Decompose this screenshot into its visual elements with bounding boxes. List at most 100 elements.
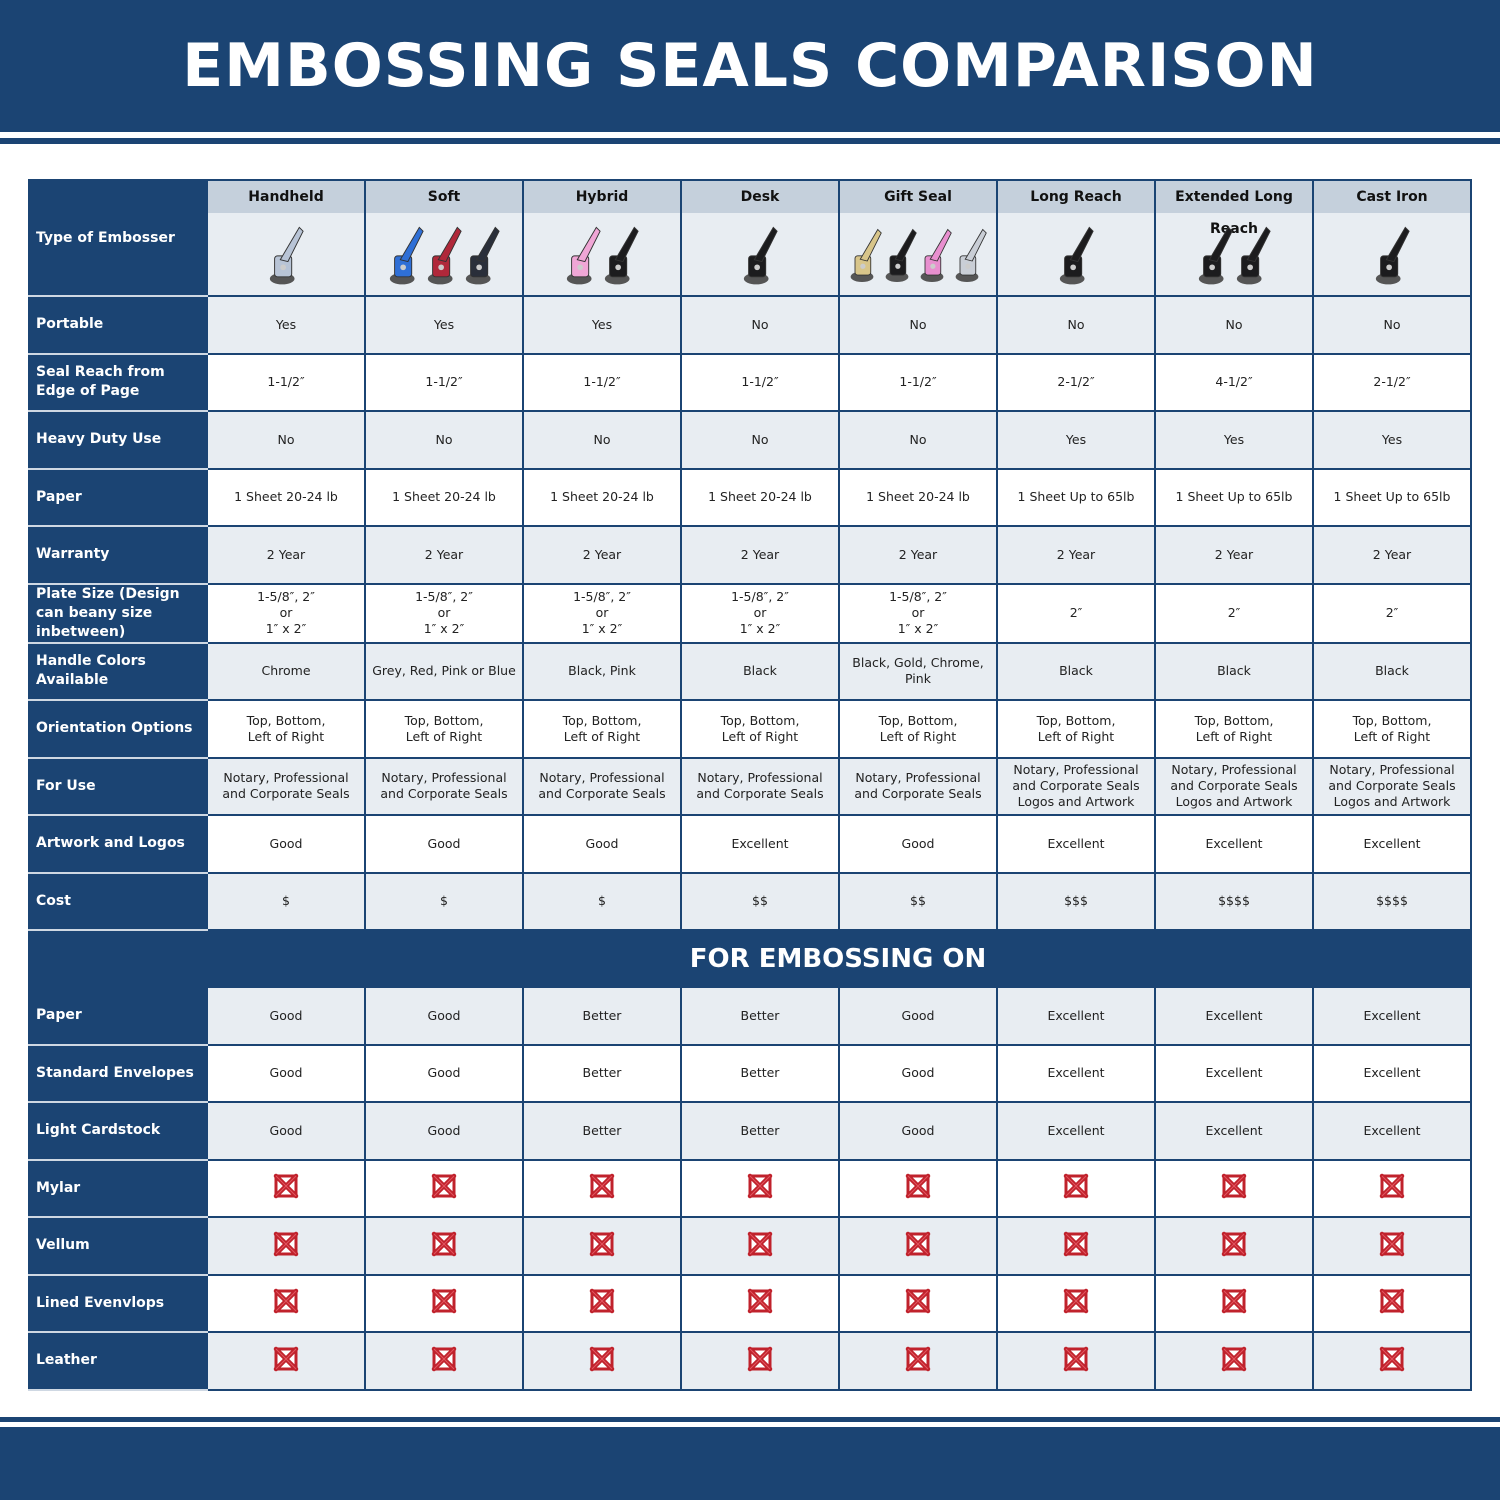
table-cell: 2 Year (680, 525, 840, 585)
product-image (682, 213, 838, 294)
x-mark-icon (206, 1216, 366, 1276)
table-cell: Notary, Professional and Corporate Seals (364, 756, 524, 816)
table-cell: Top, Bottom, Left of Right (838, 699, 998, 759)
table-cell: Good (364, 1101, 524, 1161)
embosser-image (1236, 226, 1271, 284)
table-cell: 1 Sheet Up to 65lb (996, 467, 1156, 527)
table-row: Cost $ $ $ $$ $$ $$$ $$$$ $$$$ (28, 871, 1472, 931)
table-cell: Top, Bottom, Left of Right (1154, 699, 1314, 759)
table-cell: No (838, 410, 998, 470)
table-cell: 1-1/2″ (522, 352, 682, 412)
table-cell: 2-1/2″ (996, 352, 1156, 412)
table-cell: 1-5/8″, 2″ or 1″ x 2″ (680, 582, 840, 644)
row-label: For Use (28, 756, 208, 816)
table-cell: 1-1/2″ (364, 352, 524, 412)
table-cell: Good (838, 814, 998, 874)
table-cell: Notary, Professional and Corporate Seals (522, 756, 682, 816)
table-cell: Yes (206, 295, 366, 355)
table-cell: $ (364, 871, 524, 931)
table-cell: 1 Sheet Up to 65lb (1154, 467, 1314, 527)
table-cell: No (680, 410, 840, 470)
table-cell: Good (838, 1101, 998, 1161)
table-row: Warranty 2 Year 2 Year 2 Year 2 Year 2 Year 2 … (28, 525, 1472, 585)
table-cell: 4-1/2″ (1154, 352, 1314, 412)
table-cell: $$ (680, 871, 840, 931)
x-mark-icon (1312, 1216, 1472, 1276)
table-row: Handle Colors Available Chrome Grey, Red, … (28, 641, 1472, 701)
row-label: Cost (28, 871, 208, 931)
x-mark-icon (1312, 1158, 1472, 1218)
section-title: FOR EMBOSSING ON (28, 929, 1472, 988)
product-column-header: Hybrid (522, 179, 682, 297)
table-cell: Black (1154, 641, 1314, 701)
embosser-image (389, 226, 424, 284)
table-cell: Better (522, 1043, 682, 1103)
table-cell: Black (1312, 641, 1472, 701)
table-cell: Better (522, 986, 682, 1046)
table-row: Paper 1 Sheet 20-24 lb 1 Sheet 20-24 lb 1 S… (28, 467, 1472, 527)
title-banner: EMBOSSING SEALS COMPARISON (0, 0, 1500, 132)
table-cell: 1 Sheet Up to 65lb (1312, 467, 1472, 527)
table-row: Leather (28, 1331, 1472, 1391)
table-cell: Better (680, 986, 840, 1046)
table-cell: Good (206, 814, 366, 874)
table-cell: Excellent (996, 814, 1156, 874)
x-mark-icon (680, 1158, 840, 1218)
table-cell: Black, Gold, Chrome, Pink (838, 641, 998, 701)
table-cell: Good (206, 1043, 366, 1103)
table-cell: 1 Sheet 20-24 lb (364, 467, 524, 527)
product-image (366, 213, 522, 294)
table-row: Paper Good Good Better Better Good Excellent Ex… (28, 986, 1472, 1046)
row-label: Portable (28, 295, 208, 355)
table-cell: Good (206, 986, 366, 1046)
x-mark-icon (996, 1158, 1156, 1218)
table-cell: 2″ (1154, 582, 1314, 644)
product-name: Extended Long Reach (1156, 181, 1312, 237)
row-label: Light Cardstock (28, 1101, 208, 1161)
product-name: Cast Iron (1314, 181, 1470, 213)
table-cell: Better (680, 1043, 840, 1103)
table-cell: Top, Bottom, Left of Right (364, 699, 524, 759)
table-cell: 1-1/2″ (206, 352, 366, 412)
table-cell: Black, Pink (522, 641, 682, 701)
x-mark-icon (680, 1331, 840, 1391)
table-row: For Use Notary, Professional and Corporat… (28, 756, 1472, 816)
x-mark-icon (364, 1331, 524, 1391)
table-cell: Excellent (996, 986, 1156, 1046)
table-cell: Better (680, 1101, 840, 1161)
product-name: Desk (682, 181, 838, 213)
table-cell: Good (838, 1043, 998, 1103)
table-row: Standard Envelopes Good Good Better Better Go… (28, 1043, 1472, 1103)
embosser-image (1198, 226, 1233, 284)
product-column-header: Long Reach (996, 179, 1156, 297)
x-mark-icon (206, 1273, 366, 1333)
table-cell: No (1154, 295, 1314, 355)
table-cell: 1-1/2″ (838, 352, 998, 412)
table-cell: Better (522, 1101, 682, 1161)
table-cell: 1 Sheet 20-24 lb (680, 467, 840, 527)
product-image (208, 213, 364, 294)
embosser-image (743, 226, 778, 284)
table-cell: Good (838, 986, 998, 1046)
table-cell: 1-1/2″ (680, 352, 840, 412)
header-row: Type of Embosser Handheld Soft Hybrid Desk Gi… (28, 179, 1472, 297)
row-label: Seal Reach from Edge of Page (28, 352, 208, 412)
table-cell: Black (680, 641, 840, 701)
section-header-row: FOR EMBOSSING ON (28, 929, 1472, 988)
table-cell: Black (996, 641, 1156, 701)
table-row: Lined Evenvlops (28, 1273, 1472, 1333)
embosser-image (850, 228, 882, 282)
table-cell: 2″ (996, 582, 1156, 644)
row-label: Standard Envelopes (28, 1043, 208, 1103)
x-mark-icon (680, 1216, 840, 1276)
row-label: Paper (28, 467, 208, 527)
x-mark-icon (364, 1273, 524, 1333)
footer-band (0, 1427, 1500, 1500)
row-label: Paper (28, 986, 208, 1046)
table-cell: No (996, 295, 1156, 355)
x-mark-icon (522, 1273, 682, 1333)
table-row: Orientation Options Top, Bottom, Left of … (28, 699, 1472, 759)
table-cell: No (364, 410, 524, 470)
table-cell: $$$ (996, 871, 1156, 931)
table-cell: Excellent (1312, 814, 1472, 874)
